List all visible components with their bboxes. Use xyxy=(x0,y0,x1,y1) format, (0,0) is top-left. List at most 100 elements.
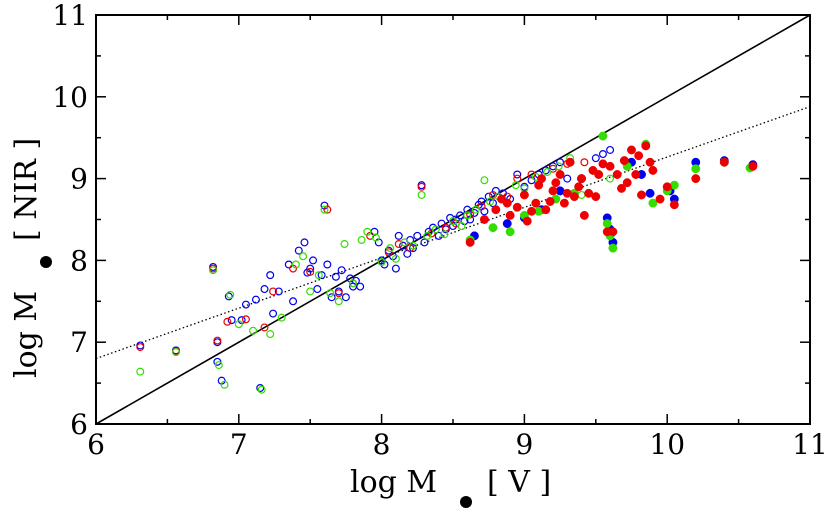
data-point xyxy=(622,178,632,188)
data-point xyxy=(591,154,600,163)
data-point xyxy=(314,271,323,280)
data-point xyxy=(337,266,346,275)
data-point xyxy=(465,237,475,247)
data-point xyxy=(577,190,586,199)
data-point xyxy=(306,264,315,273)
data-point xyxy=(224,292,233,301)
data-point xyxy=(655,194,665,204)
data-point xyxy=(480,176,489,185)
x-tick-label: 11 xyxy=(792,428,828,461)
data-point xyxy=(502,219,512,229)
x-tick-label: 10 xyxy=(649,428,685,461)
data-point xyxy=(349,279,358,288)
data-point xyxy=(565,157,575,167)
data-point xyxy=(269,287,278,296)
data-point xyxy=(220,380,229,389)
series-open-red xyxy=(136,158,589,356)
y-tick-label: 11 xyxy=(52,0,88,32)
data-point xyxy=(577,174,586,184)
data-point xyxy=(331,272,340,281)
data-point xyxy=(371,233,380,242)
data-point xyxy=(394,240,403,249)
data-point xyxy=(209,266,218,275)
data-point xyxy=(608,243,618,253)
data-point xyxy=(645,157,655,167)
data-point xyxy=(300,238,309,247)
data-point xyxy=(391,264,400,273)
data-point xyxy=(598,150,607,159)
data-point xyxy=(691,174,701,184)
data-point xyxy=(548,162,557,171)
data-point xyxy=(251,295,260,304)
data-point xyxy=(594,170,604,179)
x-tick-label: 9 xyxy=(515,428,533,461)
bullet-subscript-icon xyxy=(460,496,472,508)
data-point xyxy=(326,289,335,298)
data-point xyxy=(556,158,565,167)
data-point xyxy=(327,293,336,302)
data-point xyxy=(356,282,365,291)
data-point xyxy=(513,174,522,183)
data-point xyxy=(226,290,235,299)
data-point xyxy=(334,289,343,298)
data-point xyxy=(563,174,572,183)
data-point xyxy=(463,211,472,220)
y-tick-label: 8 xyxy=(70,244,88,277)
data-point xyxy=(241,300,250,309)
data-point xyxy=(648,165,658,175)
data-point xyxy=(591,192,601,202)
data-point xyxy=(612,170,622,179)
data-point xyxy=(543,168,552,177)
data-point xyxy=(427,229,436,238)
data-point xyxy=(291,260,300,269)
data-point xyxy=(136,367,145,376)
y-axis-title: log M [ NIR ] xyxy=(9,138,52,378)
data-point xyxy=(440,230,449,239)
data-point xyxy=(357,235,366,244)
data-point xyxy=(559,198,569,208)
data-point xyxy=(420,238,429,247)
data-point xyxy=(434,231,443,240)
data-point xyxy=(648,198,658,208)
x-axis-label: log M xyxy=(350,465,437,500)
x-tick-label: 8 xyxy=(373,428,391,461)
data-point xyxy=(266,330,275,339)
data-point xyxy=(289,297,298,306)
data-point xyxy=(274,287,283,296)
data-point xyxy=(449,217,458,226)
data-point xyxy=(537,174,546,184)
data-point xyxy=(391,254,400,263)
fit-line xyxy=(95,106,811,360)
data-point xyxy=(477,197,486,206)
data-point xyxy=(313,285,322,294)
data-point xyxy=(317,271,326,280)
y-axis-label: log M xyxy=(9,291,44,378)
data-point xyxy=(554,162,563,171)
data-point xyxy=(234,320,243,329)
data-point xyxy=(417,182,426,191)
data-point xyxy=(477,202,486,211)
x-axis-label-suffix: [ V ] xyxy=(487,465,551,500)
data-point xyxy=(669,200,679,210)
data-point xyxy=(340,240,349,249)
axis-ticks xyxy=(95,14,811,425)
bullet-subscript-icon xyxy=(40,256,52,268)
data-point xyxy=(522,216,532,226)
data-point xyxy=(214,361,223,370)
x-tick-label: 7 xyxy=(230,428,248,461)
data-point xyxy=(488,223,498,233)
data-point xyxy=(641,141,651,151)
data-point xyxy=(606,174,615,183)
data-point xyxy=(748,161,758,171)
data-point xyxy=(491,205,501,215)
x-tick-labels: 6 7 8 9 10 11 xyxy=(87,428,828,461)
data-point xyxy=(486,197,495,206)
data-point xyxy=(531,198,541,208)
data-point xyxy=(257,385,266,394)
data-point xyxy=(299,252,308,261)
data-point xyxy=(266,271,275,280)
data-point xyxy=(627,145,636,155)
data-point xyxy=(606,145,615,154)
data-point xyxy=(574,182,584,192)
data-point xyxy=(249,326,258,335)
